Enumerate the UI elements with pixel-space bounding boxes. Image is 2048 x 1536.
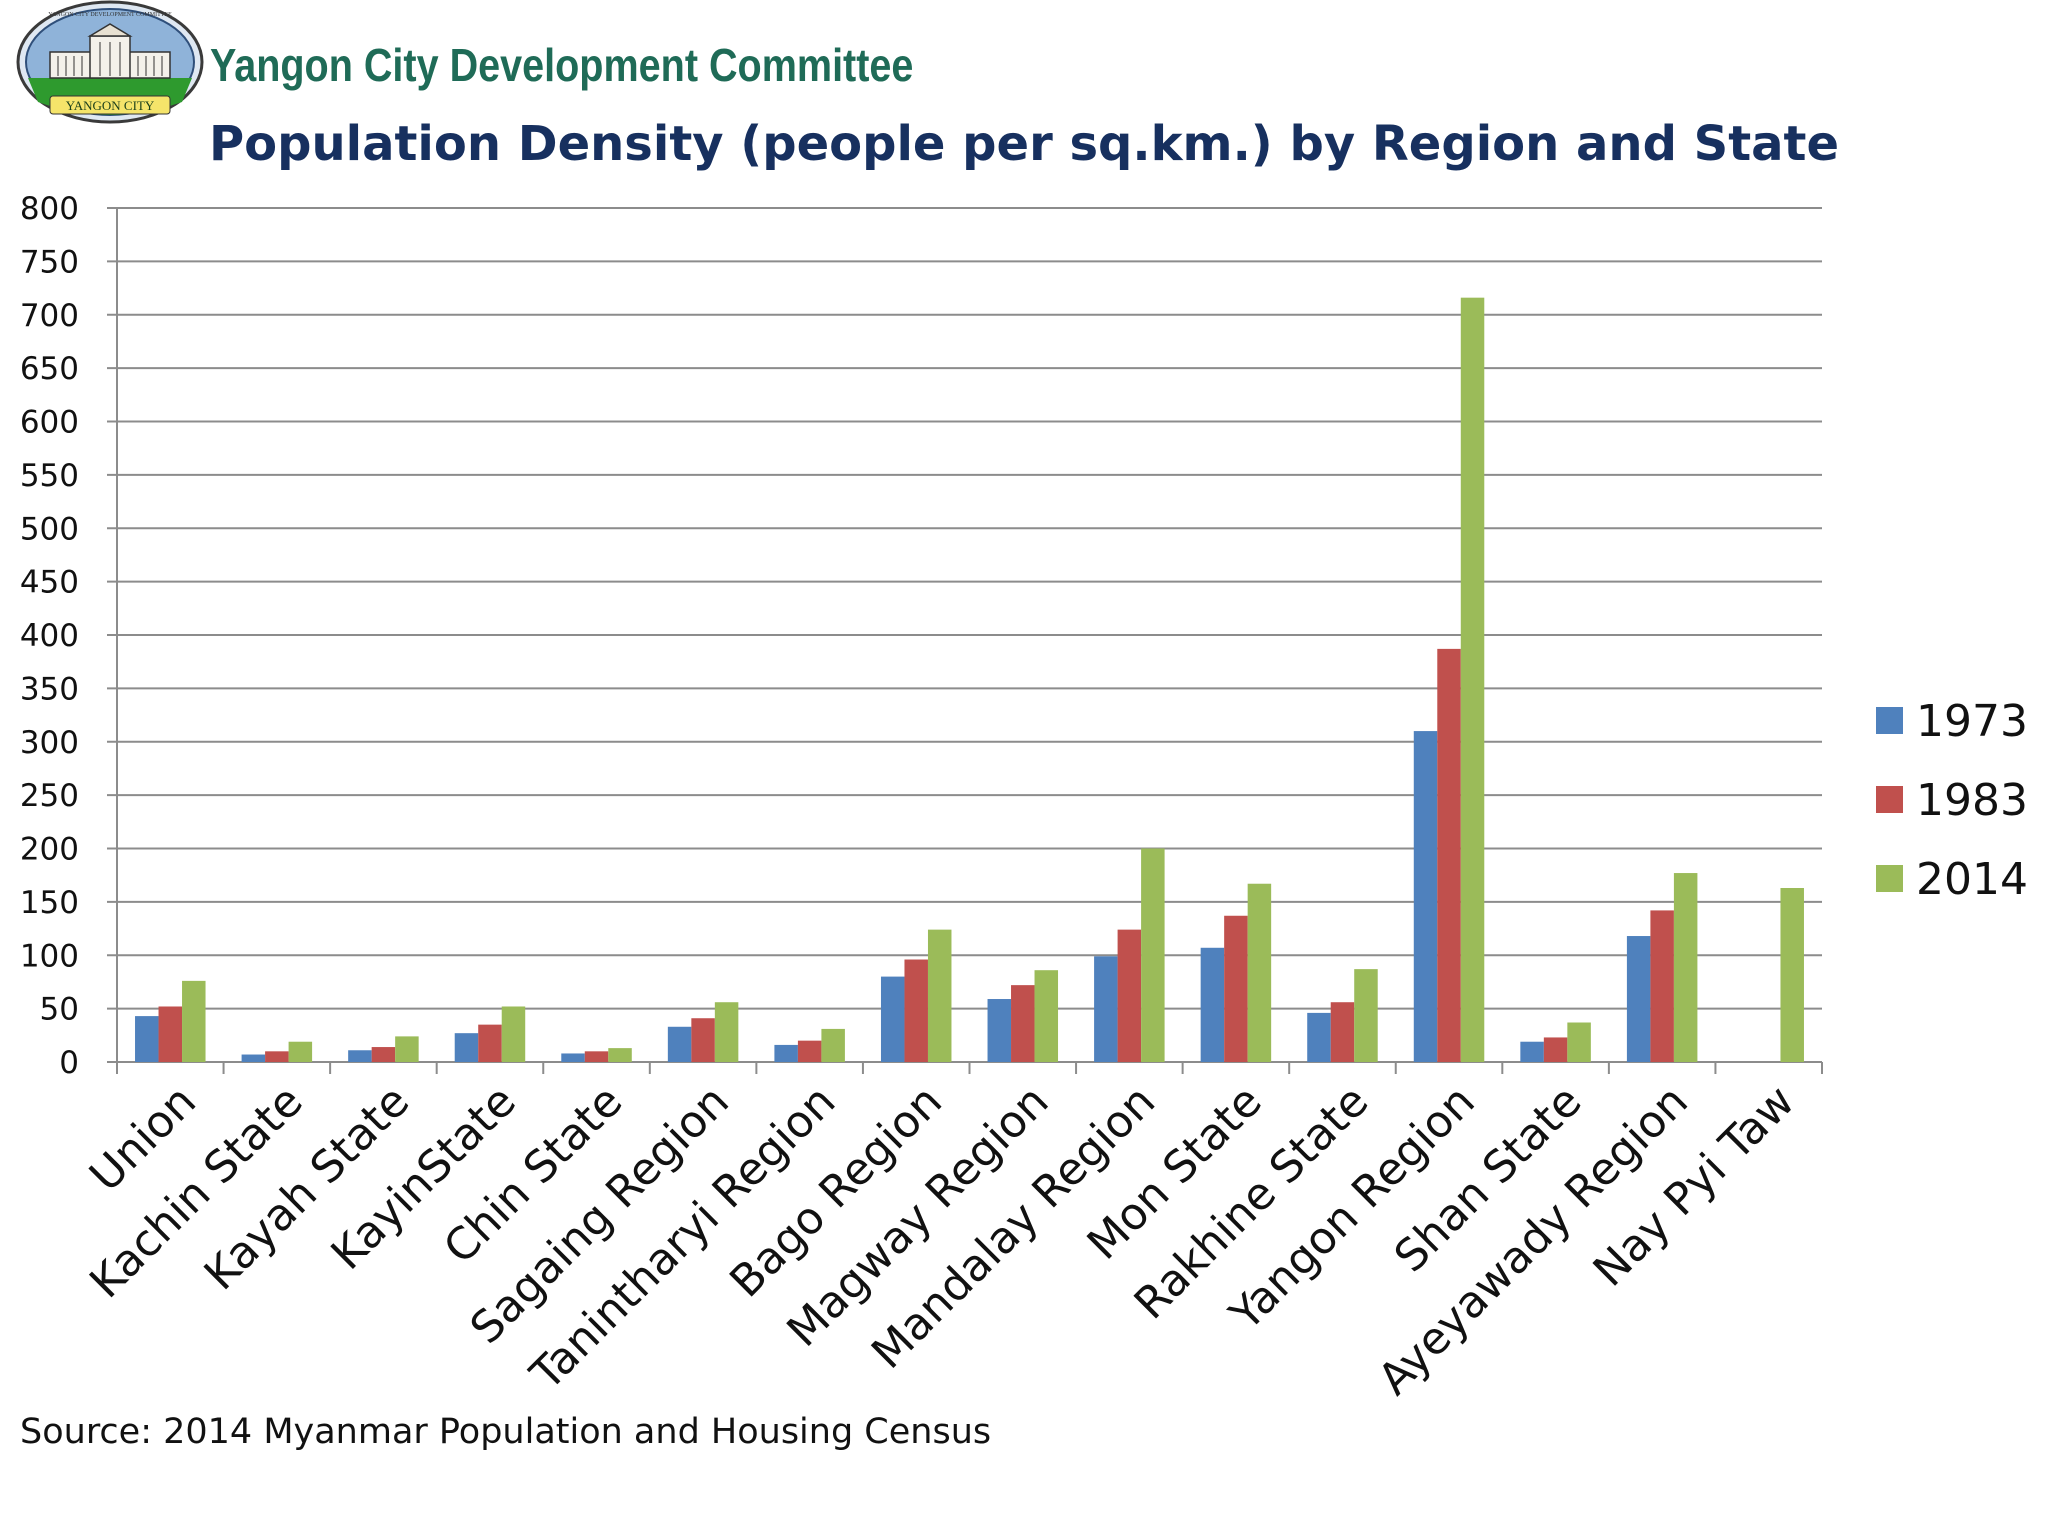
legend-label-1973: 1973 (1916, 696, 2028, 747)
bars (135, 297, 1804, 1062)
y-tick-label: 50 (40, 992, 79, 1028)
bar-2014-5 (714, 1002, 739, 1062)
bar-2014-4 (608, 1048, 632, 1062)
bar-1983-14 (1650, 910, 1674, 1062)
y-tick-label: 700 (20, 298, 79, 334)
bar-2014-2 (395, 1036, 419, 1062)
bar-1973-2 (348, 1050, 372, 1062)
y-tick-label: 300 (20, 725, 79, 761)
bar-1973-4 (561, 1053, 585, 1062)
legend: 1973 1983 2014 (1876, 696, 2028, 905)
y-tick-label: 750 (20, 244, 79, 280)
bar-2014-14 (1673, 873, 1698, 1062)
bar-1973-11 (1307, 1012, 1331, 1062)
bar-1973-14 (1626, 936, 1651, 1062)
bar-1973-12 (1413, 731, 1438, 1062)
bar-1973-13 (1520, 1041, 1544, 1062)
bar-1973-9 (1094, 956, 1118, 1062)
y-tick-label: 450 (20, 565, 79, 601)
bar-2014-9 (1141, 848, 1165, 1062)
bar-1973-6 (774, 1044, 798, 1062)
y-tick-label: 800 (20, 191, 79, 227)
ycdc-logo: YANGON CITY YANGON CITY DEVELOPMENT COMM… (16, 0, 204, 124)
bar-1983-0 (158, 1006, 183, 1062)
y-tick-label: 150 (20, 885, 79, 921)
bar-1983-9 (1117, 929, 1142, 1062)
bar-1983-12 (1437, 648, 1461, 1062)
legend-label-1983: 1983 (1916, 775, 2028, 826)
y-tick-label: 0 (59, 1045, 79, 1081)
bar-1973-1 (241, 1054, 266, 1062)
logo-text: YANGON CITY (66, 98, 155, 113)
legend-swatch-1983 (1876, 786, 1903, 813)
bar-1973-8 (987, 999, 1012, 1062)
bar-1973-0 (135, 1016, 159, 1062)
y-tick-label: 550 (20, 458, 79, 494)
bar-1973-7 (880, 976, 905, 1062)
y-tick-label: 350 (20, 671, 79, 707)
bar-1983-13 (1543, 1037, 1568, 1062)
bar-2014-13 (1567, 1022, 1591, 1062)
bar-1983-11 (1330, 1002, 1355, 1062)
bar-2014-8 (1034, 970, 1059, 1062)
organization-name: Yangon City Development Committee (210, 39, 914, 91)
y-tick-label: 650 (20, 351, 79, 387)
tick-labels: 0 50 100 150 200 250 300 350 400 450 500 550 600 650 7… (20, 191, 1805, 1405)
y-tick-label: 200 (20, 832, 79, 868)
y-tick-label: 600 (20, 405, 79, 441)
bar-1983-5 (691, 1018, 715, 1062)
bar-1983-4 (584, 1051, 609, 1062)
bar-1973-5 (667, 1026, 692, 1062)
bar-2014-15 (1780, 887, 1804, 1062)
bar-2014-7 (927, 929, 952, 1062)
bar-2014-11 (1354, 969, 1378, 1062)
y-tick-label: 500 (20, 511, 79, 547)
bar-1973-10 (1200, 947, 1225, 1062)
gridlines (117, 207, 1822, 1010)
y-tick-label: 100 (20, 938, 79, 974)
bar-2014-0 (182, 980, 206, 1062)
bar-1973-3 (454, 1033, 479, 1062)
bar-1983-10 (1224, 915, 1248, 1062)
bar-2014-10 (1247, 883, 1272, 1062)
bar-1983-2 (371, 1047, 396, 1062)
bar-2014-6 (821, 1028, 845, 1062)
bar-1983-3 (478, 1024, 502, 1062)
logo-arc-text: YANGON CITY DEVELOPMENT COMMITTEE (48, 12, 172, 18)
legend-label-2014: 2014 (1916, 854, 2028, 905)
y-tick-label: 400 (20, 618, 79, 654)
axes (107, 207, 1823, 1074)
bar-1983-6 (797, 1040, 822, 1062)
bar-1983-7 (904, 959, 928, 1062)
source-note: Source: 2014 Myanmar Population and Hous… (20, 1412, 992, 1452)
legend-swatch-1973 (1876, 707, 1903, 734)
bar-2014-3 (501, 1006, 526, 1062)
bar-1983-8 (1011, 985, 1035, 1062)
legend-swatch-2014 (1876, 865, 1903, 892)
bar-2014-12 (1460, 297, 1485, 1062)
bar-1983-1 (265, 1051, 289, 1062)
chart-title: Population Density (people per sq.km.) b… (208, 116, 1840, 172)
y-tick-label: 250 (20, 778, 79, 814)
bar-2014-1 (288, 1041, 313, 1062)
